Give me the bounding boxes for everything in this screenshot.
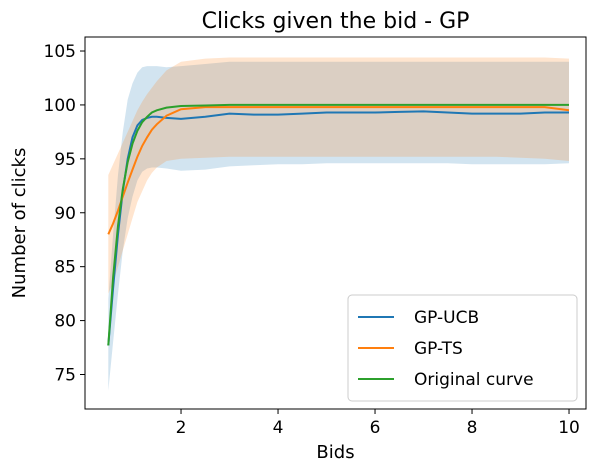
x-tick-label: 4 [273,418,284,438]
y-tick-label: 90 [54,204,76,224]
legend-label-2: GP-TS [414,339,463,359]
confidence-bands [108,57,570,391]
series-line-1 [107,110,569,346]
legend-label-3: Original curve [414,370,534,390]
x-tick-label: 8 [467,418,478,438]
band-1 [108,61,570,391]
y-tick-label: 80 [54,312,76,332]
x-tick-label: 2 [176,418,187,438]
chart-title: Clicks given the bid - GP [202,9,470,34]
y-axis-ticks: 75 80 85 90 95 100 105 [44,42,85,385]
y-tick-label: 105 [44,42,76,62]
y-axis-label: Number of clicks [9,148,30,299]
y-tick-label: 100 [44,96,76,116]
x-tick-label: 10 [558,418,580,438]
series-lines [107,103,570,346]
x-tick-label: 6 [370,418,381,438]
band-2 [108,57,570,294]
series-line-2 [107,106,570,235]
legend-label-1: GP-UCB [414,308,479,328]
x-axis-label: Bids [316,442,354,463]
y-tick-label: 95 [54,150,76,170]
legend: GP-UCB GP-TS Original curve [347,294,578,402]
x-axis-ticks: 2 4 6 8 10 [176,409,580,438]
series-line-3 [107,103,569,346]
y-tick-label: 75 [54,365,76,385]
legend-box [347,294,578,402]
plot-frame [84,36,587,410]
y-tick-label: 85 [54,258,76,278]
